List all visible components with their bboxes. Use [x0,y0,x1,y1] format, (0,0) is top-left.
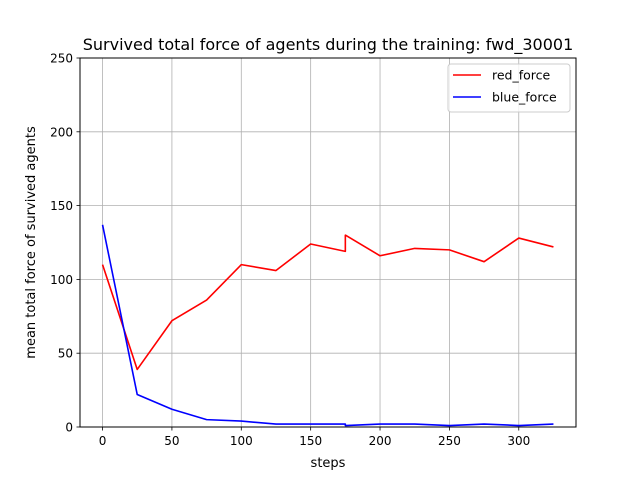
y-tick-label: 100 [50,273,73,287]
legend-label: red_force [492,68,551,83]
plot-frame [79,57,577,428]
x-tick-label: 0 [99,434,107,448]
chart-title: Survived total force of agents during th… [83,35,574,55]
y-axis-label: mean total force of survived agents [24,126,39,359]
y-tick-label: 250 [50,52,73,66]
y-tick-label: 150 [50,199,73,213]
legend-label: blue_force [492,90,557,105]
x-tick-label: 150 [299,434,322,448]
x-tick-label: 300 [507,434,530,448]
axis-ticks: 0 50 100 150 200 250 300 0 50 100 150 200 250 [50,52,530,449]
x-tick-label: 100 [230,434,253,448]
x-tick-label: 250 [438,434,461,448]
legend: red_force blue_force [447,63,571,113]
series-line-red-force [101,234,554,371]
legend-box [447,63,571,113]
x-tick-label: 200 [369,434,392,448]
plot-area [80,58,576,427]
x-axis-label: steps [311,456,346,471]
series-line-blue-force [101,224,554,427]
x-tick-label: 50 [164,434,179,448]
y-tick-label: 0 [65,421,73,435]
series-lines [101,224,554,427]
y-tick-label: 200 [50,125,73,139]
y-tick-label: 50 [58,347,73,361]
